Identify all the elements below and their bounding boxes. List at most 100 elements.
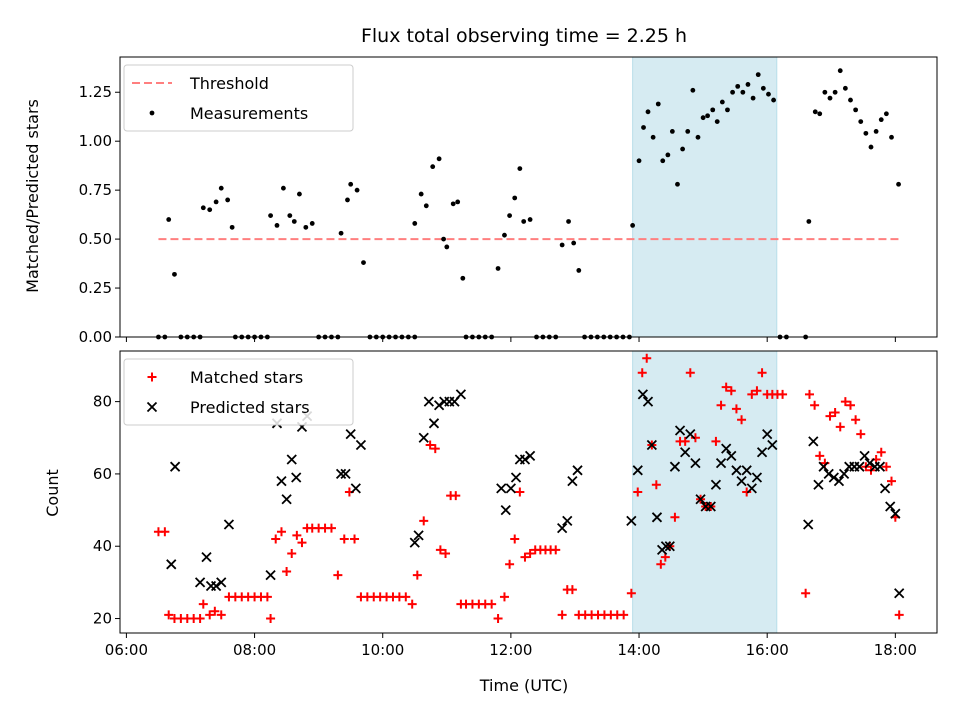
measurement-point: [444, 244, 450, 250]
measurement-point: [502, 232, 507, 238]
bottom-y-tick-label: 80: [93, 393, 112, 411]
matched-star-point: [642, 353, 652, 363]
measurement-point: [460, 275, 466, 281]
predicted-star-point: [340, 468, 351, 480]
measurement-point: [512, 195, 518, 201]
matched-star-point: [164, 610, 174, 620]
predicted-star-point: [854, 461, 865, 472]
legend-matched-swatch: [147, 372, 157, 382]
matched-star-point: [266, 614, 276, 624]
predicted-star-point: [894, 588, 905, 599]
predicted-star-point: [651, 512, 663, 523]
measurement-point: [735, 83, 741, 89]
matched-star-point: [515, 487, 525, 497]
predicted-star-point: [572, 465, 583, 476]
bottom-y-axis-label: Count: [43, 469, 62, 517]
measurement-point: [665, 152, 671, 158]
measurement-point: [636, 158, 642, 164]
predicted-star-point: [731, 465, 742, 476]
measurement-point: [680, 146, 686, 152]
measurement-point: [430, 164, 436, 170]
matched-star-point: [557, 610, 567, 620]
matched-star-point: [716, 400, 726, 410]
predicted-star-point: [223, 519, 235, 530]
bottom-y-tick-label: 60: [93, 465, 112, 483]
predicted-star-point: [721, 443, 732, 454]
matched-star-point: [350, 534, 360, 544]
matched-star-point: [160, 527, 170, 537]
predicted-star-point: [409, 537, 420, 548]
predicted-star-point: [762, 429, 773, 440]
bottom-highlight-span: [632, 350, 778, 634]
predicted-star-point: [695, 494, 706, 505]
predicted-star-point: [524, 450, 536, 461]
predicted-star-point: [335, 468, 347, 480]
measurement-point: [172, 271, 177, 277]
measurement-point: [853, 107, 859, 113]
measurement-point: [348, 181, 354, 187]
matched-star-point: [825, 411, 835, 421]
predicted-star-point: [413, 530, 424, 541]
measurement-point: [700, 115, 706, 121]
predicted-star-point: [818, 461, 829, 472]
predicted-star-point: [669, 461, 681, 472]
predicted-star-point: [710, 479, 722, 490]
measurement-point: [441, 236, 446, 242]
predicted-star-point: [680, 447, 691, 458]
measurement-point: [517, 166, 523, 172]
predicted-star-point: [674, 425, 686, 436]
predicted-star-point: [751, 472, 763, 483]
predicted-star-point: [455, 389, 467, 400]
predicted-star-point: [646, 439, 657, 451]
matched-star-point: [510, 534, 520, 544]
predicted-star-point: [864, 457, 875, 469]
measurement-point: [507, 213, 512, 219]
measurement-point: [225, 197, 231, 203]
measurement-point: [229, 224, 235, 230]
measurement-point: [883, 111, 889, 117]
measurement-point: [660, 158, 666, 164]
predicted-star-point: [664, 541, 675, 552]
predicted-star-point: [557, 523, 568, 534]
x-tick-label: 16:00: [746, 641, 789, 659]
measurement-point: [710, 107, 716, 113]
x-tick-label: 06:00: [105, 641, 148, 659]
matched-star-point: [493, 614, 503, 624]
matched-star-point: [451, 491, 461, 501]
measurement-point: [450, 201, 456, 207]
measurement-point: [281, 185, 286, 191]
matched-star-point: [441, 548, 451, 558]
predicted-star-point: [210, 580, 222, 592]
legend-label: Matched stars: [190, 368, 303, 387]
measurement-point: [745, 82, 751, 87]
matched-star-point: [425, 440, 435, 450]
matched-star-point: [778, 389, 788, 399]
predicted-star-point: [705, 501, 716, 512]
matched-star-point: [637, 368, 647, 378]
measurement-point: [725, 107, 730, 113]
x-tick-label: 18:00: [874, 641, 917, 659]
matched-star-point: [262, 592, 272, 602]
predicted-star-point: [355, 439, 367, 451]
measurement-point: [521, 219, 527, 224]
measurement-point: [868, 144, 874, 150]
matched-star-point: [326, 523, 336, 533]
legend-label: Predicted stars: [190, 398, 310, 417]
matched-star-point: [435, 545, 445, 555]
matched-star-point: [815, 451, 825, 461]
matched-star-point: [407, 599, 417, 609]
measurement-point: [455, 199, 461, 205]
top-y-axis-label: Matched/Predicted stars: [23, 99, 42, 293]
matched-star-point: [804, 389, 814, 399]
bottom-y-tick-label: 20: [93, 610, 112, 628]
measurement-point: [771, 97, 776, 103]
predicted-star-point: [519, 454, 531, 465]
measurement-point: [842, 85, 848, 91]
predicted-star-point: [626, 515, 637, 527]
legend-measurement-swatch: [149, 110, 155, 116]
measurement-point: [527, 217, 533, 222]
predicted-star-point: [350, 483, 361, 494]
measurement-point: [436, 156, 442, 162]
matched-star-point: [731, 404, 741, 414]
predicted-star-point: [803, 519, 814, 530]
